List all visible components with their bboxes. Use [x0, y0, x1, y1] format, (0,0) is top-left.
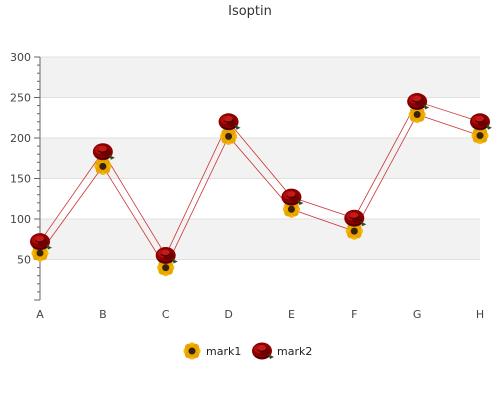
y-tick-label: 50: [17, 254, 31, 267]
mark1-point: [94, 157, 112, 175]
legend-item-mark2: mark2: [251, 341, 312, 361]
gridlines: [40, 56, 480, 260]
y-axis: 50 100 150 200 250 300: [10, 51, 41, 301]
x-tick-label: G: [413, 308, 422, 321]
mark1-point: [219, 127, 238, 145]
grid-band: [40, 219, 480, 260]
x-tick-label: D: [224, 308, 232, 321]
legend-label-mark1: mark1: [206, 345, 241, 358]
grid-bands: [40, 57, 480, 300]
x-tick-label: E: [288, 308, 295, 321]
y-tick-label: 200: [10, 132, 31, 145]
x-axis: A B C D E F G H: [36, 308, 484, 321]
legend-label-mark2: mark2: [277, 345, 312, 358]
x-tick-label: H: [476, 308, 484, 321]
series-line-mark1: [39, 114, 481, 269]
grid-band: [40, 97, 480, 138]
y-tick-label: 300: [10, 51, 31, 64]
x-tick-label: F: [351, 308, 357, 321]
x-tick-label: A: [36, 308, 44, 321]
y-tick-label: 100: [10, 213, 31, 226]
x-tick-label: C: [162, 308, 170, 321]
sunflower-icon: [183, 342, 201, 360]
series-lines: [39, 101, 481, 269]
legend-item-mark1: mark1: [183, 342, 241, 360]
rose-icon: [251, 341, 275, 361]
y-tick-label: 250: [10, 92, 31, 105]
mark2-point: [469, 112, 493, 131]
grid-band: [40, 259, 480, 300]
chart-title: Isoptin: [228, 4, 272, 19]
y-tick-label: 150: [10, 173, 31, 186]
x-tick-label: B: [99, 308, 107, 321]
series-line-mark2: [39, 101, 481, 257]
grid-band: [40, 178, 480, 219]
grid-band: [40, 57, 480, 98]
legend: mark1 mark2: [183, 341, 312, 361]
